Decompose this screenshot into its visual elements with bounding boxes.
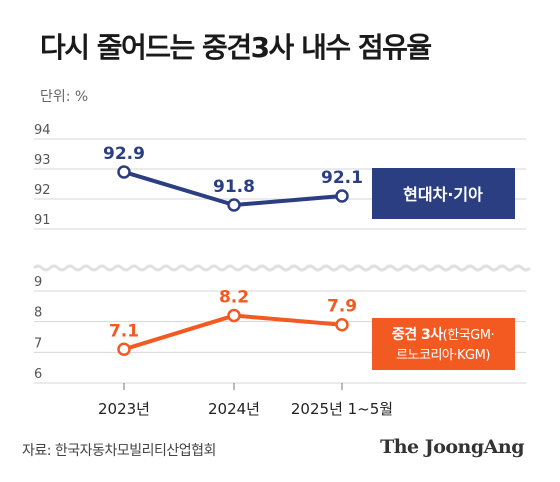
data-point (117, 342, 131, 357)
legend-label-series-2-line2: 르노코리아·KGM) (396, 348, 490, 363)
legend-label-series-2-rest: (한국GM· (443, 328, 494, 343)
data-point (335, 189, 349, 203)
data-point (227, 198, 241, 212)
data-label: 91.8 (213, 177, 255, 197)
unit-label: 단위: % (40, 89, 89, 105)
line-chart: 91 92 93 94 6 7 8 9 2023년 2024년 2025년 1~5월 92.9 91.8… (32, 123, 532, 418)
x-tick-label: 2023년 (98, 400, 150, 418)
chart-title: 다시 줄어드는 중견3사 내수 점유율 (40, 31, 432, 64)
x-tick-label: 2024년 (208, 400, 260, 418)
data-label: 92.9 (103, 144, 145, 164)
y-tick-label: 6 (34, 367, 42, 382)
y-tick-label: 9 (34, 275, 42, 290)
data-point (335, 317, 349, 332)
y-tick-label: 91 (34, 213, 51, 228)
data-label: 92.1 (321, 168, 363, 188)
y-tick-label: 93 (34, 153, 51, 168)
data-point (117, 165, 131, 179)
legend-box-series-2 (372, 318, 515, 370)
y-tick-label: 7 (34, 336, 42, 351)
axis-break-wave (32, 264, 532, 272)
data-label: 7.1 (109, 321, 139, 341)
y-tick-label: 8 (34, 306, 42, 321)
y-tick-label: 94 (34, 123, 51, 138)
y-tick-label: 92 (34, 183, 51, 198)
legend-box-series-1 (372, 168, 515, 219)
data-point (227, 308, 241, 323)
source-note: 자료: 한국자동차모빌리티산업협회 (22, 443, 216, 459)
data-label: 8.2 (219, 288, 249, 308)
legend-label-series-2-bold: 중견 3사 (392, 326, 443, 343)
x-tick-label: 2025년 1~5월 (291, 400, 393, 418)
data-label: 7.9 (327, 297, 357, 317)
legend-label-series-2: 중견 3사(한국GM· (392, 326, 494, 343)
legend-label-series-1: 현대차·기아 (403, 185, 483, 204)
brand-logo: The JoongAng (380, 436, 524, 458)
